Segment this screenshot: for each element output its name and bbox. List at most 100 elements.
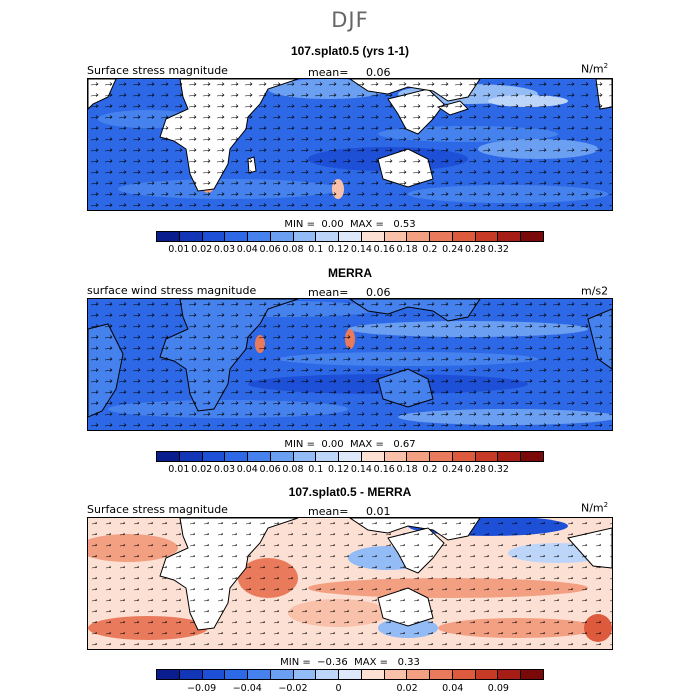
colorbar-tick-label: 0.01 <box>168 244 190 255</box>
colorbar-tick-label: 0.12 <box>328 464 350 475</box>
colorbar-swatch <box>430 670 453 679</box>
panel-2-units: m/s2 <box>581 284 609 298</box>
panel-3-min-value: −0.36 <box>317 657 348 668</box>
colorbar-swatch <box>361 232 385 241</box>
colorbar-tick-label: 0.06 <box>259 464 281 475</box>
panel-3-units: N/m2 <box>581 501 609 515</box>
colorbar-swatch <box>521 670 544 679</box>
colorbar-swatch <box>202 670 226 679</box>
colorbar-swatch <box>339 670 362 679</box>
colorbar-tick-label: 0.18 <box>396 244 418 255</box>
panel-3-colorbar <box>156 669 544 680</box>
panel-1-variable-label: Surface stress magnitude <box>87 64 228 77</box>
colorbar-swatch <box>270 670 294 679</box>
colorbar-tick-label: 0.16 <box>373 464 395 475</box>
colorbar-tick-label: 0.16 <box>373 244 395 255</box>
panel-3-max-value: 0.33 <box>397 657 420 668</box>
colorbar-tick-label: 0.02 <box>396 683 418 694</box>
colorbar-tick-label: −0.04 <box>232 683 262 694</box>
panel-2-mean-label: mean= <box>308 286 349 299</box>
figure-title: DJF <box>331 8 369 32</box>
colorbar-tick-label: 0.08 <box>282 244 304 255</box>
panel-3-colorbar-ticks: −0.09 −0.04 −0.02 0 0.02 0.04 0.09 <box>156 683 544 695</box>
panel-1-colorbar <box>156 231 544 242</box>
colorbar-swatch <box>452 452 476 461</box>
colorbar-tick-label: −0.02 <box>278 683 308 694</box>
colorbar-swatch <box>475 232 499 241</box>
colorbar-swatch <box>384 232 408 241</box>
colorbar-swatch <box>475 452 499 461</box>
panel-1-colorbar-ticks: 0.01 0.02 0.03 0.04 0.06 0.08 0.1 0.12 0.14 0.16 0… <box>156 244 544 256</box>
colorbar-tick-label: 0.32 <box>487 464 509 475</box>
panel-2-title: MERRA <box>328 266 372 280</box>
colorbar-swatch <box>384 670 408 679</box>
colorbar-swatch <box>498 452 522 461</box>
colorbar-swatch <box>521 232 544 241</box>
colorbar-swatch <box>225 232 249 241</box>
panel-3-mean-label: mean= <box>308 505 349 518</box>
panel-3-map <box>87 517 613 650</box>
colorbar-tick-label: 0.32 <box>487 244 509 255</box>
panel-1-mean-label: mean= <box>308 66 349 79</box>
panel-2-map <box>87 298 613 431</box>
colorbar-swatch <box>498 232 522 241</box>
panel-1-min-label: MIN = <box>284 219 315 230</box>
colorbar-swatch <box>452 670 476 679</box>
colorbar-tick-label: 0.18 <box>396 464 418 475</box>
panel-1-mean-value: 0.06 <box>366 66 391 79</box>
panel-1-minmax: MIN = 0.00 MAX = 0.53 <box>0 219 700 230</box>
colorbar-tick-label: 0.03 <box>213 464 236 475</box>
colorbar-tick-label: 0.28 <box>464 464 487 475</box>
colorbar-swatch <box>430 232 453 241</box>
colorbar-swatch <box>293 670 317 679</box>
colorbar-swatch <box>316 452 340 461</box>
colorbar-swatch <box>339 232 362 241</box>
panel-1-units: N/m2 <box>581 62 609 76</box>
colorbar-tick-label: 0.12 <box>328 244 350 255</box>
panel-2-max-value: 0.67 <box>393 439 416 450</box>
colorbar-swatch <box>361 452 385 461</box>
colorbar-swatch <box>407 232 431 241</box>
colorbar-tick-label: 0.14 <box>350 244 372 255</box>
panel-3-mean-value: 0.01 <box>366 505 391 518</box>
colorbar-swatch <box>157 452 180 461</box>
colorbar-swatch <box>293 452 317 461</box>
colorbar-swatch <box>361 670 385 679</box>
colorbar-tick-label: 0.02 <box>191 244 213 255</box>
colorbar-swatch <box>157 232 180 241</box>
colorbar-swatch <box>202 232 226 241</box>
colorbar-swatch <box>452 232 476 241</box>
colorbar-tick-label: 0.14 <box>350 464 372 475</box>
colorbar-swatch <box>225 670 249 679</box>
colorbar-tick-label: 0.24 <box>442 244 464 255</box>
colorbar-tick-label: 0.24 <box>442 464 464 475</box>
colorbar-tick-label: 0.09 <box>487 683 509 694</box>
colorbar-swatch <box>475 670 499 679</box>
colorbar-swatch <box>293 232 317 241</box>
colorbar-swatch <box>384 452 408 461</box>
colorbar-swatch <box>248 452 271 461</box>
panel-2-colorbar-ticks: 0.01 0.02 0.03 0.04 0.06 0.08 0.1 0.12 0.14 0.16 0… <box>156 464 544 476</box>
panel-2-colorbar <box>156 451 544 462</box>
colorbar-swatch <box>248 670 271 679</box>
panel-3-minmax: MIN = −0.36 MAX = 0.33 <box>0 657 700 668</box>
colorbar-swatch <box>316 232 340 241</box>
colorbar-swatch <box>430 452 453 461</box>
colorbar-tick-label: 0.02 <box>191 464 213 475</box>
panel-3-title: 107.splat0.5 - MERRA <box>288 485 412 499</box>
panel-3-min-label: MIN = <box>280 657 311 668</box>
colorbar-tick-label: 0 <box>335 683 342 694</box>
colorbar-tick-label: 0.2 <box>422 244 438 255</box>
colorbar-swatch <box>339 452 362 461</box>
colorbar-swatch <box>179 452 203 461</box>
colorbar-swatch <box>179 232 203 241</box>
colorbar-tick-label: 0.28 <box>464 244 487 255</box>
colorbar-tick-label: 0.04 <box>442 683 464 694</box>
panel-2-mean-value: 0.06 <box>366 286 391 299</box>
colorbar-swatch <box>270 232 294 241</box>
panel-2-max-label: MAX = <box>349 439 384 450</box>
colorbar-swatch <box>498 670 522 679</box>
panel-1-max-value: 0.53 <box>393 219 416 230</box>
colorbar-tick-label: 0.2 <box>422 464 438 475</box>
colorbar-tick-label: 0.1 <box>308 244 324 255</box>
